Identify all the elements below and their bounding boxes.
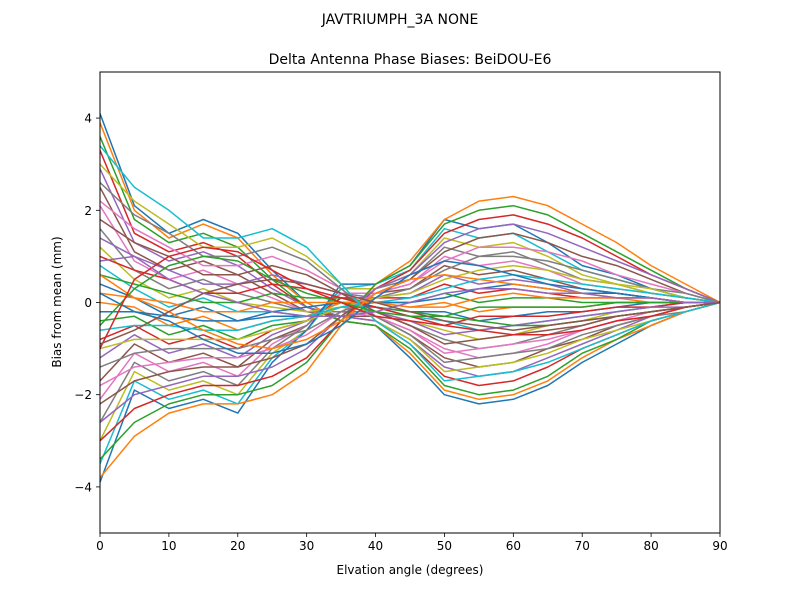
series-line-23	[100, 204, 720, 460]
y-tick-label: −4	[74, 480, 92, 494]
y-axis: −4 −2 0 2 4	[74, 112, 100, 494]
x-tick-label: 30	[299, 539, 314, 553]
series-line-22	[100, 195, 720, 479]
y-tick-label: 0	[84, 296, 92, 310]
x-axis: 0 10 20 30 40 50 60 70 80 90	[96, 533, 728, 553]
figure-suptitle: JAVTRIUMPH_3A NONE	[321, 12, 479, 28]
series-line-4	[100, 150, 720, 387]
x-axis-label: Elvation angle (degrees)	[337, 563, 484, 577]
chart-title: Delta Antenna Phase Biases: BeiDOU-E6	[269, 52, 552, 68]
y-tick-label: −2	[74, 388, 92, 402]
x-tick-label: 80	[643, 539, 658, 553]
series-line-3	[100, 136, 720, 396]
series-line-39	[100, 163, 720, 373]
x-tick-label: 50	[437, 539, 452, 553]
y-tick-label: 4	[84, 112, 92, 126]
x-tick-label: 10	[161, 539, 176, 553]
x-tick-label: 40	[368, 539, 383, 553]
x-tick-label: 0	[96, 539, 104, 553]
x-tick-label: 60	[506, 539, 521, 553]
series-line-44	[100, 246, 720, 349]
x-tick-label: 70	[575, 539, 590, 553]
series-line-41	[100, 260, 720, 354]
x-tick-label: 20	[230, 539, 245, 553]
series-line-1	[100, 113, 720, 405]
series-line-40	[100, 145, 720, 382]
series-line-46	[100, 278, 720, 345]
series-layer	[100, 113, 720, 483]
series-line-28	[100, 255, 720, 368]
series-line-27	[100, 246, 720, 387]
y-axis-label: Bias from mean (mm)	[50, 236, 64, 367]
series-line-24	[100, 214, 720, 442]
y-tick-label: 2	[84, 204, 92, 218]
x-tick-label: 90	[712, 539, 727, 553]
